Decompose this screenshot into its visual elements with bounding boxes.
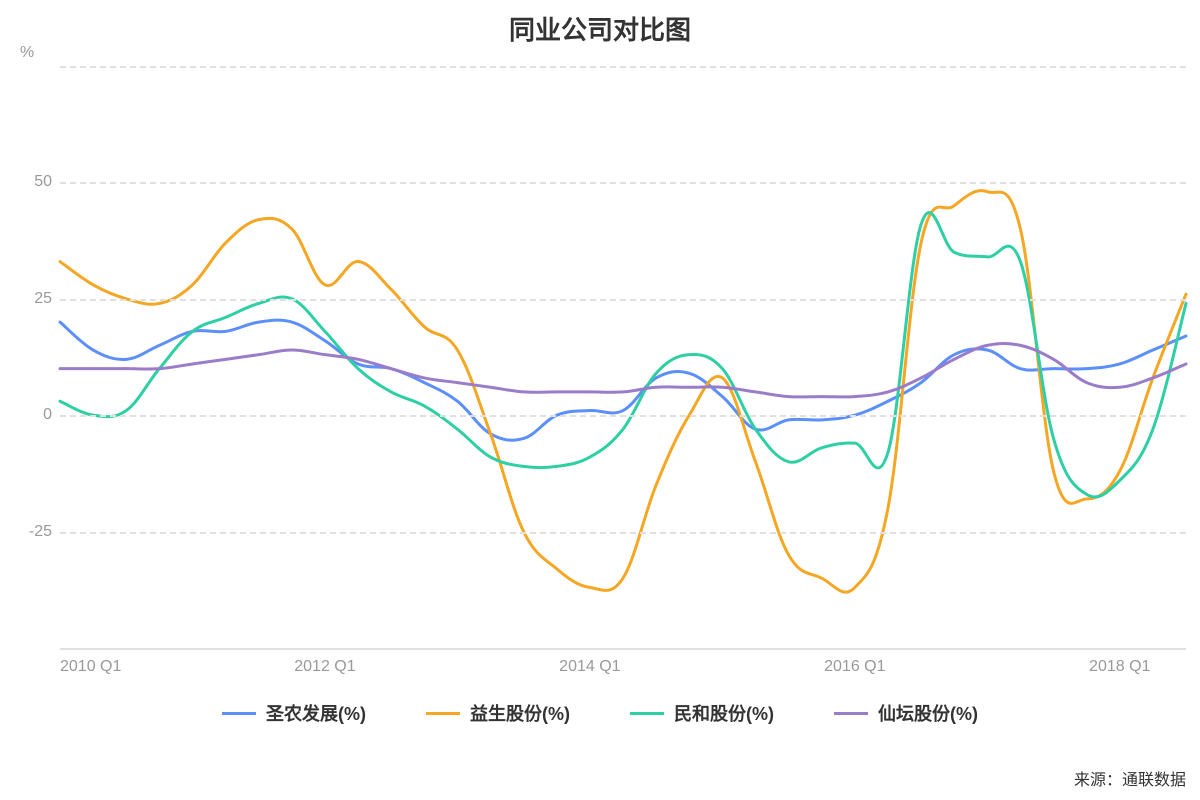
y-tick-label: 0 [43,406,60,424]
chart-lines-svg [60,66,1186,648]
plot-area: 50250-252010 Q12012 Q12014 Q12016 Q12018… [60,66,1186,648]
grid-line [60,299,1186,301]
legend-swatch [426,712,460,715]
legend-label: 仙坛股份(%) [878,700,978,726]
chart-container: 同业公司对比图 % 50250-252010 Q12012 Q12014 Q12… [0,0,1200,800]
grid-line [60,66,1186,68]
y-tick-label: 50 [34,173,60,191]
legend-swatch [222,712,256,715]
grid-line [60,182,1186,184]
legend-label: 益生股份(%) [470,700,570,726]
x-tick-label: 2012 Q1 [294,648,355,676]
legend-item[interactable]: 仙坛股份(%) [834,700,978,726]
source-label: 来源：通联数据 [1074,766,1186,790]
legend-item[interactable]: 圣农发展(%) [222,700,366,726]
grid-line [60,532,1186,534]
y-tick-label: -25 [29,523,60,541]
chart-title: 同业公司对比图 [0,10,1200,47]
legend-swatch [630,712,664,715]
legend: 圣农发展(%) 益生股份(%) 民和股份(%) 仙坛股份(%) [0,700,1200,726]
legend-swatch [834,712,868,715]
series-line [60,213,1186,497]
legend-item[interactable]: 益生股份(%) [426,700,570,726]
legend-label: 圣农发展(%) [266,700,366,726]
series-line [60,343,1186,396]
x-tick-label: 2018 Q1 [1089,648,1150,676]
x-tick-label: 2014 Q1 [559,648,620,676]
legend-item[interactable]: 民和股份(%) [630,700,774,726]
grid-line [60,648,1186,650]
legend-label: 民和股份(%) [674,700,774,726]
series-line [60,320,1186,440]
x-tick-label: 2016 Q1 [824,648,885,676]
y-axis-unit: % [20,44,34,62]
grid-line [60,415,1186,417]
y-tick-label: 25 [34,290,60,308]
x-tick-label: 2010 Q1 [60,648,121,676]
